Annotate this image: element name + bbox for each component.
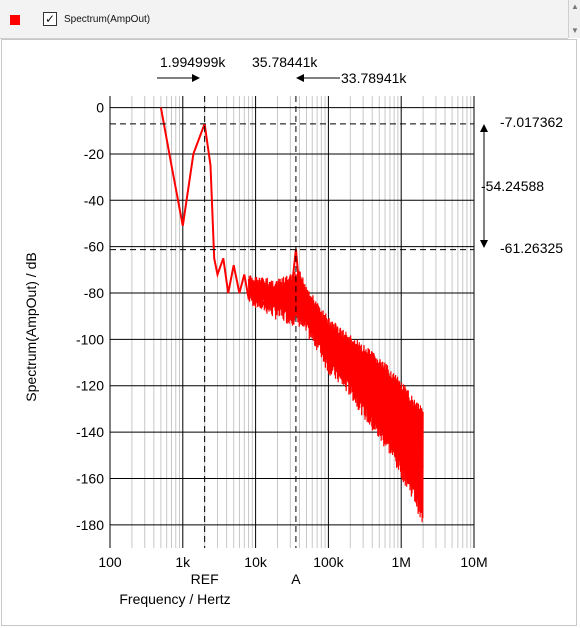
delta-y-arrow-head-bottom <box>480 240 488 248</box>
x-tick-label: 100k <box>313 554 344 570</box>
legend-series-label: Spectrum(AmpOut) <box>64 14 151 25</box>
x-tick-label: 100 <box>98 554 122 570</box>
legend-bar: ✓ Spectrum(AmpOut) <box>0 0 568 39</box>
ref-arrow-head <box>192 74 200 82</box>
scroll-down-icon[interactable]: ▼ <box>571 26 579 35</box>
y-tick-label: -140 <box>76 424 104 440</box>
y-axis-label: Spectrum(AmpOut) / dB <box>23 252 39 401</box>
y-tick-label: -180 <box>76 517 104 533</box>
x-tick-label: 10k <box>244 554 268 570</box>
x-axis-label: Frequency / Hertz <box>119 591 230 607</box>
ref-cursor-label: REF <box>191 571 219 587</box>
cursor-delta-x-readout: 33.78941k <box>341 70 407 86</box>
ref-cursor-x-readout: 1.994999k <box>160 54 226 70</box>
a-cursor-y-readout: -61.26325 <box>500 240 563 256</box>
legend-scrollbar[interactable]: ▲ ▼ <box>568 0 580 38</box>
y-tick-label: -20 <box>84 146 104 162</box>
spectrum-series-line <box>159 107 424 468</box>
y-tick-label: -160 <box>76 470 104 486</box>
chart-frame <box>1 39 577 626</box>
a-cursor-label: A <box>291 571 301 587</box>
series-visibility-checkbox[interactable]: ✓ <box>43 12 57 26</box>
y-tick-label: -120 <box>76 378 104 394</box>
x-tick-label: 1k <box>175 554 191 570</box>
a-cursor-x-readout: 35.78441k <box>252 54 318 70</box>
y-tick-label: 0 <box>96 100 104 116</box>
y-tick-label: -40 <box>84 192 104 208</box>
cursor-delta-y-readout: -54.24588 <box>481 178 544 194</box>
ref-cursor-y-readout: -7.017362 <box>500 114 563 130</box>
y-tick-label: -60 <box>84 239 104 255</box>
delta-y-arrow-head-top <box>480 124 488 132</box>
x-tick-label: 1M <box>391 554 410 570</box>
x-tick-label: 10M <box>460 554 487 570</box>
series-color-swatch <box>10 15 20 25</box>
scroll-up-icon[interactable]: ▲ <box>571 2 579 11</box>
y-tick-label: -100 <box>76 331 104 347</box>
y-tick-label: -80 <box>84 285 104 301</box>
a-arrow-head <box>296 74 304 82</box>
spectrum-noise-band <box>247 270 424 523</box>
